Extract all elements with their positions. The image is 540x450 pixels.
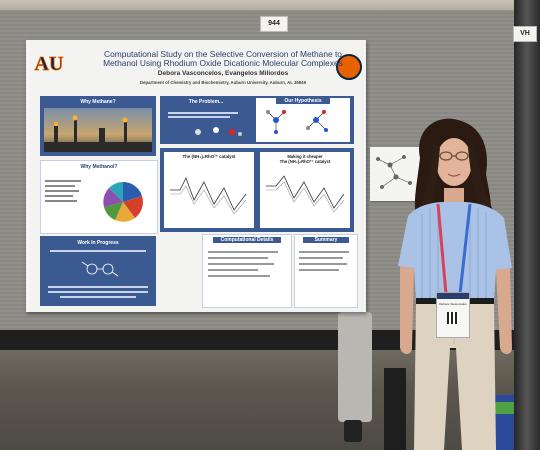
name-badge: Debora Vasconcelos <box>436 292 470 338</box>
poster-title-line2: Methanol Using Rhodium Oxide Dicationic … <box>103 58 343 68</box>
convention-floor <box>0 350 540 450</box>
why-methane-panel: Why Methane? <box>40 96 156 156</box>
background-person-leg-dark <box>384 368 406 450</box>
summary-heading: Summary <box>303 237 349 243</box>
research-poster: AU Computational Study on the Selective … <box>26 40 366 312</box>
pie-slice-6 <box>109 182 123 202</box>
pie-slice-4 <box>104 202 123 220</box>
problem-text <box>168 110 250 120</box>
background-person-sandal <box>344 420 362 442</box>
small-diagram-sheet <box>370 147 420 201</box>
striped-shirt <box>398 202 512 302</box>
booth-pole <box>514 0 540 450</box>
work-in-progress-panel: Work In Progress <box>40 236 156 306</box>
catalyst2-energy-profile <box>266 175 345 213</box>
right-arm <box>496 268 512 354</box>
department-seal-logo <box>336 54 362 80</box>
computational-details-panel: Computational Details <box>202 234 292 308</box>
lanyard-left <box>436 203 448 295</box>
catalyst2-heading-line2: The (NH₃)₄RhO²⁺ catalyst <box>279 159 331 164</box>
catalyst2-heading-line1: Making it cheaper <box>287 154 323 159</box>
shirt-stripes <box>421 206 487 302</box>
svg-text:AU: AU <box>35 53 64 74</box>
ligand-structure-drawing <box>81 261 119 277</box>
poster-title-line1: Computational Study on the Selective Con… <box>104 49 342 59</box>
problem-heading: The Problem... <box>188 99 224 105</box>
why-methanol-panel: Why Methanol? <box>40 160 158 234</box>
poster-authors: Debora Vasconcelos, Evangelos Miliordos <box>157 70 289 77</box>
refinery-photo <box>44 108 152 152</box>
badge-qr-code <box>447 312 459 324</box>
left-arm <box>400 266 414 354</box>
lanyard-right <box>458 203 472 295</box>
neighbor-board-tag: VH <box>513 26 537 42</box>
summary-panel: Summary <box>294 234 358 308</box>
catalyst-energy-panel: The (NH₃)₄RhO²⁺ catalyst Making it cheap… <box>160 148 354 232</box>
why-methanol-heading: Why Methanol? <box>80 164 118 170</box>
problem-hypothesis-panel: The Problem... Our Hypothesis <box>160 96 354 144</box>
catalyst1-heading: The (NH₃)₄RhO²⁺ catalyst <box>182 154 236 159</box>
poster-department: Department of Chemistry and Biochemistry… <box>140 80 306 85</box>
badge-name: Debora Vasconcelos <box>439 302 467 306</box>
glasses <box>439 151 469 161</box>
pie-slice-5 <box>103 188 123 207</box>
face <box>436 138 472 186</box>
auburn-logo: AU <box>34 52 64 76</box>
why-methanol-text <box>45 177 85 205</box>
computational-details-heading: Computational Details <box>213 237 281 243</box>
hair-left-curls <box>418 144 440 218</box>
mouth <box>447 173 461 177</box>
methanol-uses-pie-chart <box>103 182 143 222</box>
pie-slice-1 <box>123 182 142 202</box>
hypothesis-molecules <box>266 110 328 134</box>
hypothesis-box: Our Hypothesis <box>256 98 350 142</box>
catalyst1-energy-profile <box>170 176 247 215</box>
presenter-person <box>398 118 512 450</box>
hair-right-curls <box>468 142 494 218</box>
pie-slice-3 <box>115 202 135 222</box>
pie-slice-2 <box>123 196 143 218</box>
hypothesis-heading: Our Hypothesis <box>276 98 330 104</box>
problem-molecules <box>195 127 242 136</box>
work-in-progress-heading: Work In Progress <box>77 240 119 246</box>
molecule-sketch <box>376 155 412 189</box>
poster-title: Computational Study on the Selective Con… <box>88 50 358 68</box>
background-person-legs <box>338 312 372 422</box>
catalyst2-box: Making it cheaper The (NH₃)₄RhO²⁺ cataly… <box>260 152 350 228</box>
catalyst1-box: The (NH₃)₄RhO²⁺ catalyst <box>164 152 254 228</box>
pants <box>414 304 496 450</box>
backpack-green-strap <box>494 402 516 414</box>
why-methane-heading: Why Methane? <box>80 99 116 105</box>
board-number-tag: 944 <box>260 16 288 32</box>
